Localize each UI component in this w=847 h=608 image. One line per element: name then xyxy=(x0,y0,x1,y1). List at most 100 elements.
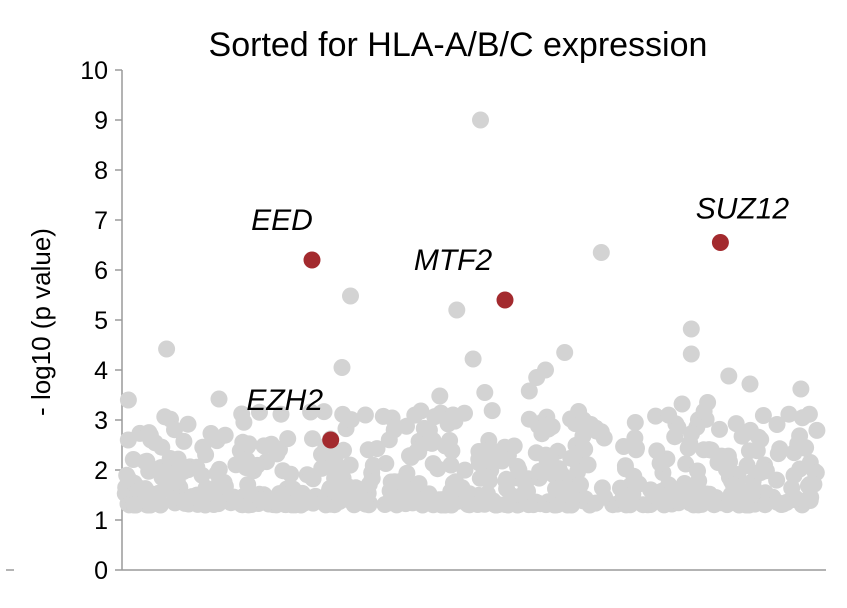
data-point xyxy=(236,452,254,470)
data-point xyxy=(136,480,154,498)
data-point xyxy=(304,430,321,448)
data-point xyxy=(302,403,320,421)
data-point xyxy=(520,382,538,400)
data-point xyxy=(234,433,252,451)
highlighted-point-suz12 xyxy=(711,234,729,251)
data-point xyxy=(140,424,158,442)
data-point xyxy=(274,462,292,480)
data-point xyxy=(738,457,756,474)
data-point xyxy=(398,464,416,482)
data-point xyxy=(456,461,474,479)
data-point xyxy=(156,408,174,426)
data-point xyxy=(754,407,772,424)
data-point xyxy=(356,406,374,424)
data-point xyxy=(444,406,462,424)
y-tick-label: 0 xyxy=(94,557,108,585)
data-point xyxy=(333,359,351,376)
data-point xyxy=(398,417,415,435)
data-point xyxy=(193,466,211,484)
data-point xyxy=(520,410,538,428)
data-point xyxy=(748,442,766,460)
data-point xyxy=(272,405,290,423)
data-point xyxy=(119,391,137,409)
data-point xyxy=(510,461,528,479)
data-point xyxy=(789,435,807,453)
highlighted-point-ezh2 xyxy=(322,431,340,449)
y-axis-label: - log10 (p value) xyxy=(26,228,56,416)
data-point xyxy=(493,452,511,470)
data-point xyxy=(711,420,728,438)
data-point xyxy=(741,375,759,393)
y-tick-label: 2 xyxy=(94,457,108,485)
data-point xyxy=(119,431,137,449)
data-point xyxy=(689,462,706,480)
data-point xyxy=(125,496,143,514)
data-point xyxy=(559,482,577,500)
data-point xyxy=(441,432,459,449)
data-point xyxy=(202,425,220,442)
data-point xyxy=(410,475,428,493)
data-point xyxy=(388,492,406,510)
data-point xyxy=(800,490,817,508)
data-point xyxy=(426,408,444,426)
data-point xyxy=(576,440,594,458)
data-point xyxy=(194,438,212,456)
data-point xyxy=(342,287,359,305)
data-point xyxy=(587,494,605,512)
data-point xyxy=(251,403,268,421)
data-point xyxy=(780,405,798,423)
gene-label-suz12: SUZ12 xyxy=(696,193,790,226)
data-point xyxy=(476,384,494,401)
data-point xyxy=(669,418,687,436)
y-tick-label: 6 xyxy=(94,257,108,285)
data-point xyxy=(448,301,466,319)
data-point xyxy=(737,496,755,514)
data-point xyxy=(377,455,395,472)
data-point xyxy=(357,495,375,513)
data-point xyxy=(634,496,652,514)
data-point xyxy=(617,460,634,478)
data-point xyxy=(699,394,717,411)
data-point xyxy=(251,491,269,509)
data-point xyxy=(709,454,727,471)
data-point xyxy=(662,492,680,509)
data-point xyxy=(785,467,803,484)
data-point xyxy=(551,464,569,482)
data-point xyxy=(733,427,751,445)
highlighted-points xyxy=(303,234,729,449)
data-point xyxy=(727,415,745,433)
y-tick-label: 1 xyxy=(94,507,108,535)
data-point xyxy=(433,491,451,509)
data-point xyxy=(556,344,574,361)
data-point xyxy=(442,456,460,474)
data-point xyxy=(347,479,365,497)
data-point xyxy=(705,496,723,514)
data-point xyxy=(176,494,194,512)
data-point xyxy=(334,405,352,423)
data-point xyxy=(562,449,580,467)
data-point xyxy=(592,244,610,261)
data-point xyxy=(800,405,818,423)
gene-label-ezh2: EZH2 xyxy=(246,384,323,417)
data-point xyxy=(682,345,700,363)
data-point xyxy=(420,421,438,439)
data-point xyxy=(642,481,660,499)
y-tick-label: 9 xyxy=(94,107,108,135)
gene-label-mtf2: MTF2 xyxy=(414,244,493,277)
data-point xyxy=(725,476,742,494)
data-point xyxy=(359,441,377,459)
y-tick-label: 10 xyxy=(80,57,108,85)
data-point xyxy=(472,111,489,129)
data-point xyxy=(338,490,356,508)
highlighted-labels: EED EZH2 MTF2 SUZ12 xyxy=(246,193,789,418)
data-point xyxy=(614,488,632,506)
data-point xyxy=(363,470,381,487)
data-point xyxy=(386,473,404,491)
data-point xyxy=(771,440,789,458)
data-point xyxy=(593,479,611,497)
data-point xyxy=(321,479,339,497)
data-point xyxy=(158,340,176,358)
data-point xyxy=(471,469,489,487)
y-tick-label: 5 xyxy=(94,307,108,335)
